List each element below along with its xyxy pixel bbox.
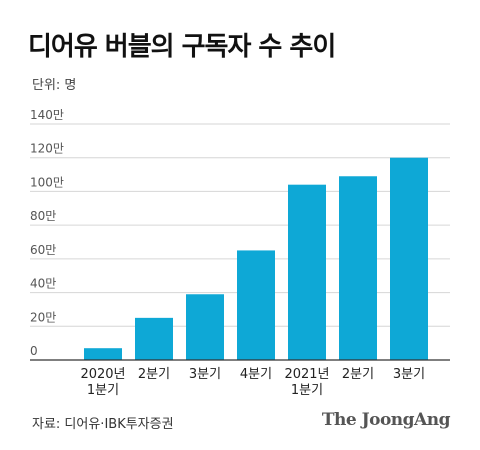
bar (135, 317, 173, 360)
bar (186, 294, 224, 360)
x-tick-label: 3분기 (393, 367, 425, 382)
y-tick-label: 40만 (30, 277, 56, 291)
x-tick-label: 1분기 (87, 383, 119, 398)
y-tick-label: 0 (30, 344, 38, 358)
bar (390, 157, 428, 360)
x-tick-label: 4분기 (240, 367, 272, 382)
bar (339, 176, 377, 360)
y-tick-label: 60만 (30, 243, 56, 257)
y-tick-label: 100만 (30, 175, 64, 189)
chart-title: 디어유 버블의 구독자 수 추이 (28, 32, 336, 62)
x-tick-label: 2분기 (342, 367, 374, 382)
x-tick-label: 3분기 (189, 367, 221, 382)
x-tick-label: 2분기 (138, 367, 170, 382)
y-tick-label: 140만 (30, 108, 64, 122)
bar (237, 250, 275, 360)
publisher-logo: The JoongAng (321, 410, 451, 430)
unit-label: 단위: 명 (32, 78, 77, 93)
bar (84, 348, 122, 360)
x-tick-label: 2021년 (284, 367, 329, 382)
y-tick-label: 20만 (30, 310, 56, 324)
bar (288, 184, 326, 360)
y-tick-label: 120만 (30, 142, 64, 156)
source-note: 자료: 디어유·IBK투자증권 (32, 417, 174, 432)
x-tick-label: 2020년 (80, 367, 125, 382)
y-tick-label: 80만 (30, 209, 56, 223)
x-tick-label: 1분기 (291, 383, 323, 398)
